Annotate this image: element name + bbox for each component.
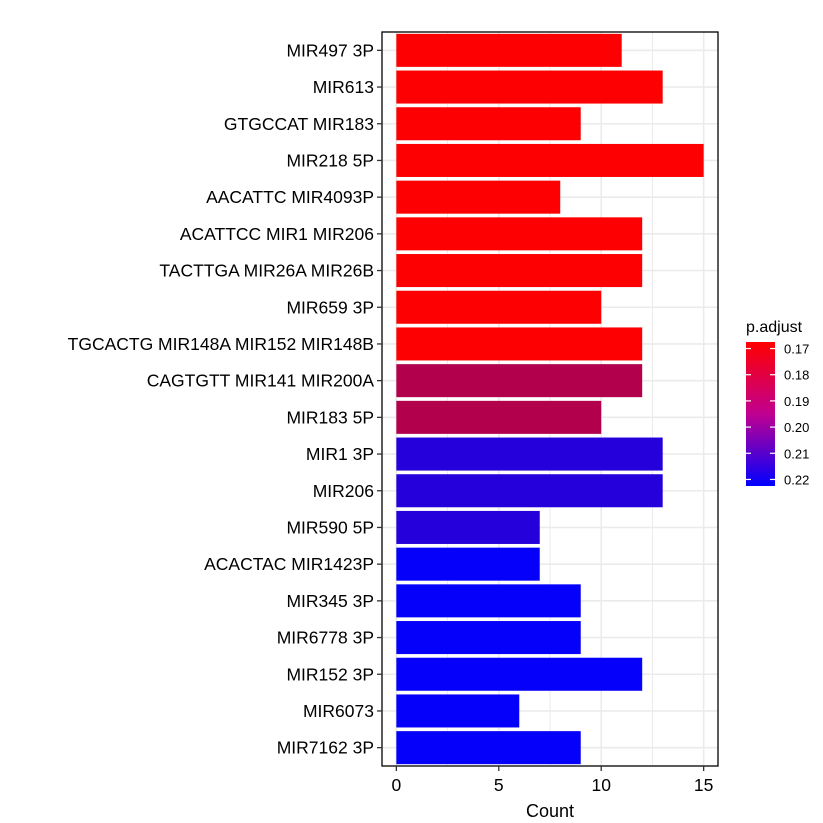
panel-border: [381, 31, 719, 767]
category-label: MIR659 3P: [286, 297, 374, 317]
bar: [396, 107, 581, 141]
bar: [396, 180, 561, 214]
bar: [396, 657, 643, 691]
x-tick-label: 15: [694, 775, 713, 795]
category-label: MIR218 5P: [286, 150, 374, 170]
bar: [396, 731, 581, 765]
bar: [396, 474, 663, 508]
bar: [396, 290, 602, 324]
category-label: ACATTCC MIR1 MIR206: [180, 224, 374, 244]
category-label: MIR613: [313, 77, 374, 97]
legend-label: 0.22: [784, 472, 809, 487]
bar: [396, 143, 704, 177]
category-label: AACATTC MIR4093P: [206, 187, 374, 207]
grid-lines: [382, 32, 718, 766]
category-label: TGCACTG MIR148A MIR152 MIR148B: [68, 334, 374, 354]
x-axis-title: Count: [526, 801, 574, 821]
category-label: MIR206: [313, 481, 374, 501]
bar: [396, 621, 581, 655]
bar: [396, 254, 643, 288]
x-tick-labels: 0 5 10 15: [391, 775, 713, 795]
category-label: MIR7162 3P: [277, 738, 374, 758]
bar: [396, 327, 643, 361]
category-label: MIR6778 3P: [277, 628, 374, 648]
legend-title: p.adjust: [746, 319, 803, 336]
legend-label: 0.18: [784, 368, 809, 383]
bar: [396, 217, 643, 251]
category-label: ACACTAC MIR1423P: [204, 554, 374, 574]
bars: [396, 33, 704, 765]
bar: [396, 584, 581, 618]
legend-label: 0.17: [784, 342, 809, 357]
bar: [396, 33, 622, 67]
bar: [396, 364, 643, 398]
legend-label: 0.20: [784, 420, 809, 435]
category-labels: MIR497 3P MIR613 GTGCCAT MIR183 MIR218 5P AA…: [68, 40, 375, 757]
x-tick-label: 0: [391, 775, 401, 795]
category-label: MIR345 3P: [286, 591, 374, 611]
category-label: MIR1 3P: [306, 444, 374, 464]
bar: [396, 437, 663, 471]
category-label: GTGCCAT MIR183: [224, 114, 374, 134]
bar: [396, 547, 540, 581]
legend-label: 0.21: [784, 446, 809, 461]
x-tick-label: 10: [591, 775, 611, 795]
bar: [396, 510, 540, 544]
bar: [396, 400, 602, 434]
x-tick-label: 5: [494, 775, 504, 795]
legend-colorbar: [746, 342, 775, 486]
category-label: TACTTGA MIR26A MIR26B: [159, 261, 374, 281]
category-label: MIR183 5P: [286, 407, 374, 427]
bar: [396, 694, 520, 728]
legend: p.adjust 0.17 0.18 0.19 0.20 0.21 0.22: [746, 319, 809, 487]
axes: [377, 31, 719, 771]
legend-label: 0.19: [784, 394, 809, 409]
bar: [396, 70, 663, 104]
category-label: CAGTGTT MIR141 MIR200A: [147, 371, 375, 391]
category-label: MIR497 3P: [286, 40, 374, 60]
category-label: MIR6073: [303, 701, 374, 721]
category-label: MIR152 3P: [286, 664, 374, 684]
category-label: MIR590 5P: [286, 517, 374, 537]
legend-ticks: 0.17 0.18 0.19 0.20 0.21 0.22: [746, 342, 809, 487]
